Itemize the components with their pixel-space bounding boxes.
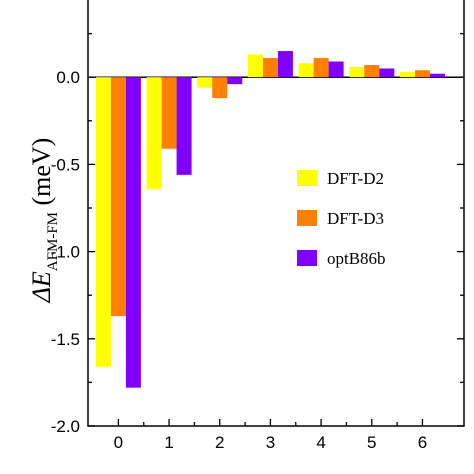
bar bbox=[379, 68, 395, 78]
y-tick-label: -1.0 bbox=[51, 243, 80, 262]
bar bbox=[399, 71, 415, 78]
legend-label: DFT-D3 bbox=[327, 209, 384, 228]
y-tick-label: 0.0 bbox=[56, 68, 80, 87]
bar bbox=[161, 77, 177, 149]
bar bbox=[212, 77, 228, 99]
x-tick-label: 2 bbox=[215, 433, 224, 452]
x-tick-label: 0 bbox=[114, 433, 123, 452]
bar bbox=[110, 77, 126, 317]
bar bbox=[429, 73, 445, 78]
x-tick-label: 1 bbox=[164, 433, 173, 452]
bar bbox=[298, 63, 314, 78]
x-tick-label: 3 bbox=[266, 433, 275, 452]
legend-label: optB86b bbox=[327, 249, 386, 268]
x-tick-label: 5 bbox=[367, 433, 376, 452]
legend-label: DFT-D2 bbox=[327, 169, 384, 188]
bar bbox=[349, 66, 365, 78]
y-tick-label: -0.5 bbox=[51, 155, 80, 174]
bar bbox=[247, 54, 263, 78]
legend-swatch bbox=[297, 250, 317, 266]
legend: DFT-D2 DFT-D3 optB86b bbox=[297, 169, 386, 268]
y-axis-label-delta: Δ bbox=[27, 287, 56, 303]
bar bbox=[146, 77, 162, 189]
y-tick-label: -1.5 bbox=[51, 330, 80, 349]
y-tick-label: -2.0 bbox=[51, 417, 80, 436]
legend-swatch bbox=[297, 170, 317, 186]
bar bbox=[262, 58, 278, 78]
bar bbox=[197, 77, 213, 88]
bar bbox=[176, 77, 192, 175]
plot-area: -2.0 -1.5 -1.0 -0.5 0.0 0 1 2 3 4 5 6 bbox=[51, 0, 465, 452]
y-axis-label-unit: (meV) bbox=[27, 138, 56, 212]
x-tick-label: 4 bbox=[316, 433, 325, 452]
x-tick-label: 6 bbox=[418, 433, 427, 452]
bar bbox=[95, 77, 111, 367]
legend-swatch bbox=[297, 210, 317, 226]
bar bbox=[414, 70, 430, 78]
bar bbox=[125, 77, 141, 388]
y-axis-label: ΔEAFM-FM (meV) bbox=[27, 138, 61, 304]
bar bbox=[277, 51, 293, 78]
y-axis-label-subscript: AFM-FM bbox=[45, 212, 61, 271]
svg-text:ΔEAFM-FM (meV): ΔEAFM-FM (meV) bbox=[27, 138, 61, 304]
bar bbox=[227, 77, 243, 85]
bar bbox=[313, 58, 329, 78]
bar bbox=[364, 64, 380, 78]
y-axis-label-symbol: E bbox=[27, 271, 56, 288]
bar bbox=[328, 61, 344, 78]
